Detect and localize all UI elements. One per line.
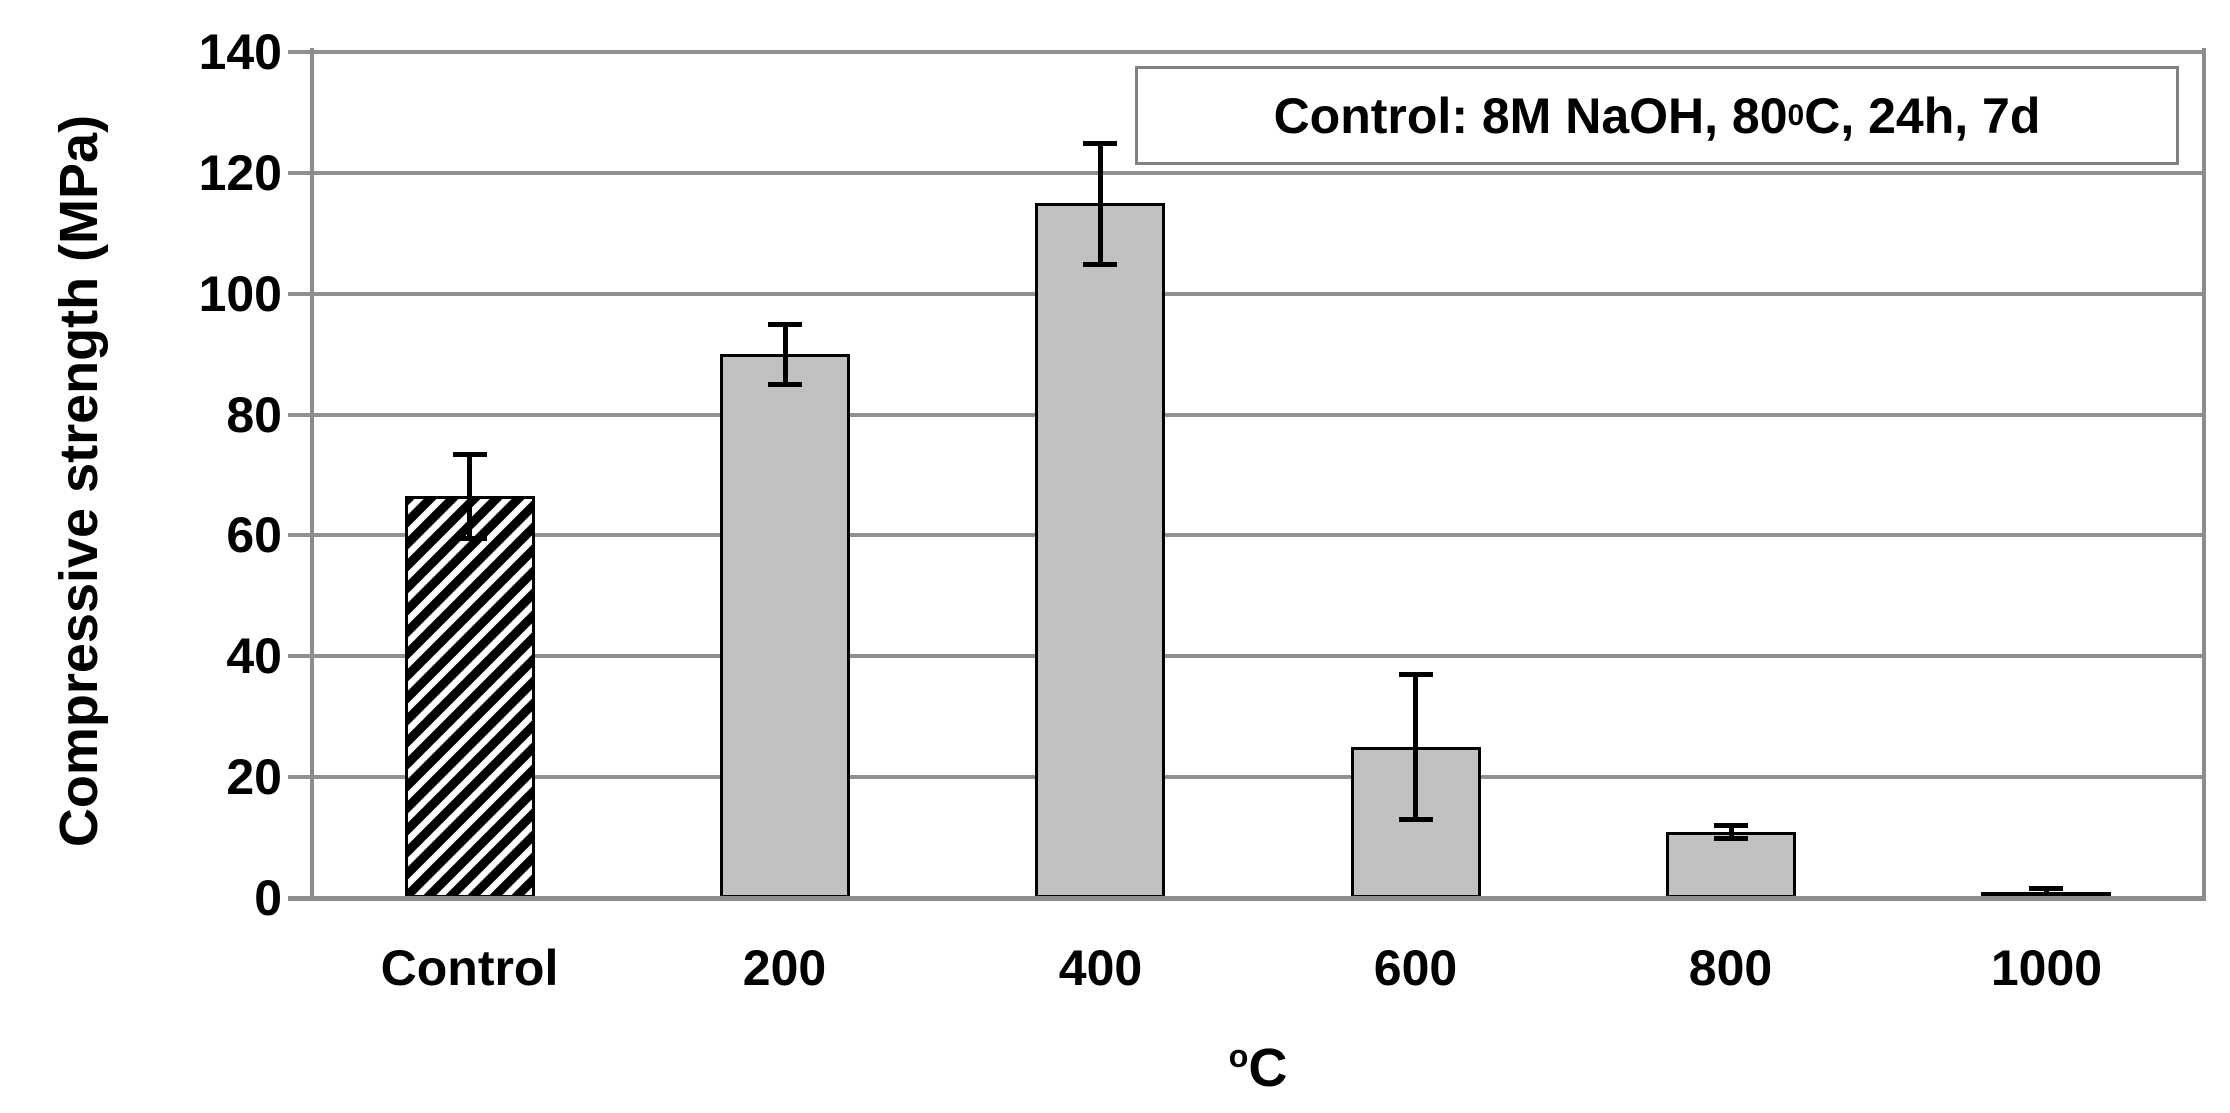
error-bar-cap-bottom — [453, 536, 487, 541]
error-bar-line — [783, 324, 788, 384]
error-bar-cap-bottom — [1083, 262, 1117, 267]
error-bar-cap-top — [453, 452, 487, 457]
y-axis-tick — [288, 50, 312, 54]
y-axis-tick — [288, 292, 312, 296]
y-tick-label: 100 — [198, 266, 282, 322]
x-axis-title-unit: C — [1248, 1038, 1288, 1098]
y-tick-label: 140 — [198, 24, 282, 80]
gridline — [312, 775, 2204, 779]
plot-right-border — [2202, 48, 2206, 900]
x-tick-label-1000: 1000 — [1990, 940, 2103, 996]
gridline — [312, 533, 2204, 537]
gridline — [312, 413, 2204, 417]
x-tick-label-600: 600 — [1373, 940, 1458, 996]
error-bar-line — [1729, 825, 1734, 837]
gridline — [312, 171, 2204, 175]
error-bar-cap-top — [768, 322, 802, 327]
y-tick-label: 20 — [226, 749, 282, 805]
error-bar-cap-top — [1083, 141, 1117, 146]
y-axis-line — [310, 48, 314, 900]
annotation-text-suffix: C, 24h, 7d — [1804, 87, 2041, 144]
annotation-text-prefix: Control: 8M NaOH, 80 — [1273, 87, 1788, 144]
bar-control — [405, 496, 535, 898]
x-tick-label-200: 200 — [742, 940, 827, 996]
y-tick-label: 120 — [198, 145, 282, 201]
x-tick-label-400: 400 — [1058, 940, 1143, 996]
error-bar-line — [1413, 674, 1418, 819]
x-axis-line — [288, 896, 2206, 901]
error-bar-cap-bottom — [1714, 836, 1748, 841]
y-tick-label: 60 — [226, 507, 282, 563]
error-bar-line — [467, 454, 472, 539]
diagonal-hatch-pattern — [408, 499, 532, 895]
bar-200 — [720, 354, 850, 898]
error-bar-cap-bottom — [768, 382, 802, 387]
gridline — [312, 292, 2204, 296]
x-tick-label-800: 800 — [1688, 940, 1773, 996]
error-bar-cap-bottom — [1399, 817, 1433, 822]
bar-800 — [1666, 832, 1796, 898]
y-tick-label: 80 — [226, 387, 282, 443]
y-axis-tick — [288, 171, 312, 175]
y-axis-tick — [288, 533, 312, 537]
x-axis-title-superscript: o — [1228, 1038, 1249, 1074]
y-tick-label: 40 — [226, 628, 282, 684]
annotation-box: Control: 8M NaOH, 80 0 C, 24h, 7d — [1135, 66, 2179, 165]
gridline — [312, 654, 2204, 658]
y-axis-tick — [288, 654, 312, 658]
error-bar-line — [1098, 143, 1103, 264]
bar-400 — [1035, 203, 1165, 898]
x-axis-title: oC — [662, 1036, 1854, 1100]
y-axis-tick — [288, 413, 312, 417]
error-bar-cap-top — [1399, 672, 1433, 677]
x-tick-label-control: Control — [380, 940, 559, 996]
y-axis-tick — [288, 775, 312, 779]
y-tick-label: 0 — [254, 870, 282, 926]
error-bar-cap-top — [2029, 886, 2063, 891]
gridline — [312, 50, 2204, 54]
error-bar-cap-top — [1714, 823, 1748, 828]
error-bar-line — [2044, 888, 2049, 896]
